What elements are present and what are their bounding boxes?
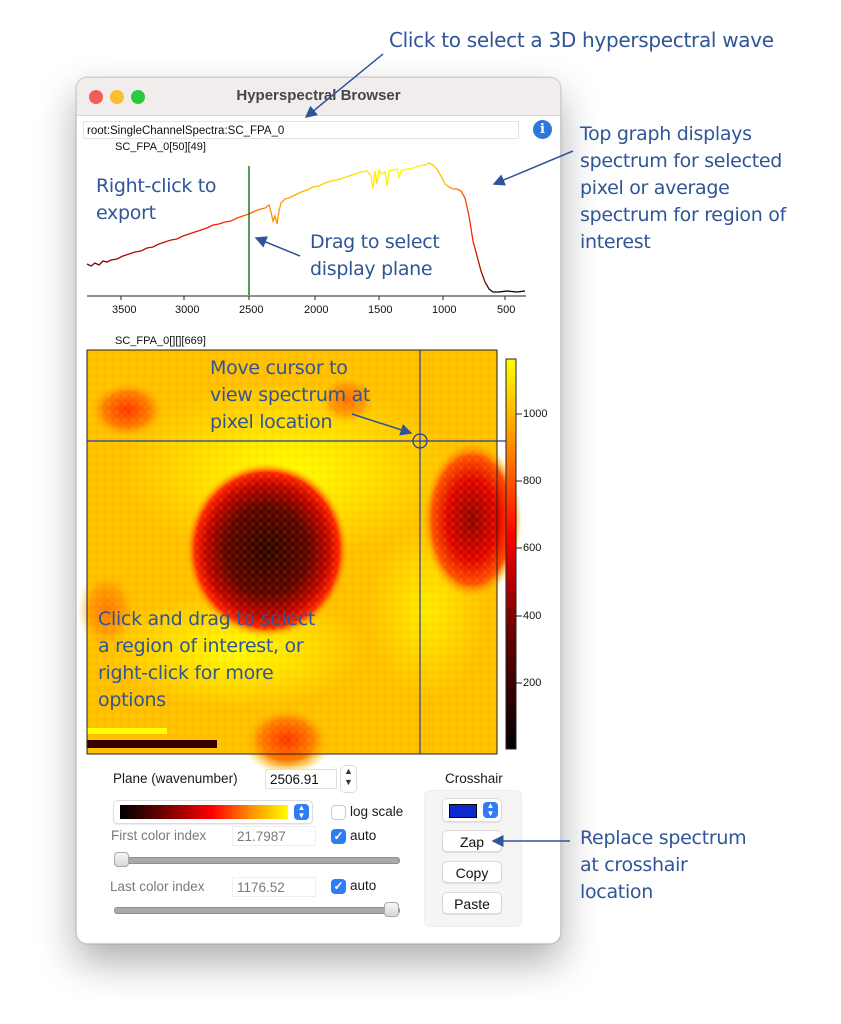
annotation-line: spectrum for region of bbox=[580, 204, 786, 226]
first-color-slider-thumb[interactable] bbox=[114, 852, 129, 867]
plane-stepper[interactable]: ▲ ▼ bbox=[340, 765, 357, 793]
last-color-slider-thumb[interactable] bbox=[384, 902, 399, 917]
annotation-select-wave: Click to select a 3D hyperspectral wave bbox=[389, 28, 774, 52]
annotation-line: a region of interest, or bbox=[98, 635, 304, 657]
minimize-button[interactable] bbox=[110, 90, 124, 104]
colortable-popup[interactable]: ▲ ▼ bbox=[113, 800, 313, 824]
image-plot[interactable] bbox=[77, 349, 522, 775]
colorbar-tick: 600 bbox=[523, 542, 542, 554]
spectrum-graph[interactable] bbox=[77, 156, 560, 326]
colorbar-tick: 1000 bbox=[523, 408, 548, 420]
popup-arrows-icon: ▲ ▼ bbox=[294, 804, 309, 820]
annotation-line: pixel location bbox=[210, 411, 333, 433]
colorbar bbox=[505, 358, 522, 750]
colorbar-tick: 400 bbox=[523, 610, 542, 622]
annotation-line: at crosshair bbox=[580, 854, 688, 876]
x-tick: 3000 bbox=[175, 304, 200, 316]
info-icon[interactable]: i bbox=[533, 120, 552, 139]
annotation-line: Move cursor to bbox=[210, 357, 348, 379]
colorbar-tick: 200 bbox=[523, 677, 542, 689]
annotation-line: Click and drag to select bbox=[98, 608, 316, 630]
spectrum-graph-label: SC_FPA_0[50][49] bbox=[115, 141, 206, 153]
annotation-line: location bbox=[580, 881, 653, 903]
first-color-input[interactable]: 21.7987 bbox=[232, 826, 316, 846]
paste-button[interactable]: Paste bbox=[442, 892, 502, 914]
crosshair-title: Crosshair bbox=[445, 771, 503, 786]
wave-selector[interactable]: root:SingleChannelSpectra:SC_FPA_0 bbox=[83, 121, 519, 139]
x-tick: 3500 bbox=[112, 304, 137, 316]
x-tick: 2000 bbox=[304, 304, 329, 316]
last-auto-label: auto bbox=[350, 878, 377, 893]
window-title: Hyperspectral Browser bbox=[236, 87, 401, 104]
popup-arrows-icon: ▲ ▼ bbox=[483, 802, 498, 818]
first-auto-label: auto bbox=[350, 828, 377, 843]
plane-label: Plane (wavenumber) bbox=[113, 771, 238, 786]
annotation-roi: Click and drag to select a region of int… bbox=[98, 606, 315, 714]
x-tick: 1000 bbox=[432, 304, 457, 316]
annotation-zap: Replace spectrum at crosshair location bbox=[580, 825, 747, 906]
annotation-line: export bbox=[96, 202, 156, 224]
annotation-drag-plane: Drag to select display plane bbox=[310, 229, 440, 283]
crosshair-color-swatch bbox=[449, 804, 477, 818]
first-color-label: First color index bbox=[111, 828, 207, 843]
plane-input[interactable]: 2506.91 bbox=[265, 769, 337, 789]
hyperspectral-browser-window: Hyperspectral Browser root:SingleChannel… bbox=[76, 77, 561, 944]
annotation-line: options bbox=[98, 689, 166, 711]
colortable-swatch bbox=[120, 805, 288, 819]
log-scale-checkbox[interactable] bbox=[331, 805, 346, 820]
annotation-top-graph: Top graph displays spectrum for selected… bbox=[580, 121, 786, 256]
annotation-line: Right-click to bbox=[96, 175, 217, 197]
copy-button[interactable]: Copy bbox=[442, 861, 502, 883]
last-color-label: Last color index bbox=[110, 879, 205, 894]
annotation-line: Replace spectrum bbox=[580, 827, 747, 849]
annotation-line: pixel or average bbox=[580, 177, 730, 199]
annotation-line: view spectrum at bbox=[210, 384, 371, 406]
annotation-line: right-click for more bbox=[98, 662, 274, 684]
annotation-export: Right-click to export bbox=[96, 173, 217, 227]
log-scale-label: log scale bbox=[350, 804, 404, 819]
close-button[interactable] bbox=[89, 90, 103, 104]
annotation-line: spectrum for selected bbox=[580, 150, 783, 172]
crosshair-color-popup[interactable]: ▲ ▼ bbox=[442, 798, 502, 822]
crosshair-circle[interactable] bbox=[412, 433, 428, 449]
x-tick: 2500 bbox=[239, 304, 264, 316]
zoom-button[interactable] bbox=[131, 90, 145, 104]
first-auto-checkbox[interactable]: ✓ bbox=[331, 829, 346, 844]
annotation-move-cursor: Move cursor to view spectrum at pixel lo… bbox=[210, 355, 370, 436]
zap-button[interactable]: Zap bbox=[442, 830, 502, 852]
x-tick: 500 bbox=[497, 304, 516, 316]
colorbar-tick: 800 bbox=[523, 475, 542, 487]
last-color-slider[interactable] bbox=[114, 907, 400, 914]
x-tick: 1500 bbox=[368, 304, 393, 316]
annotation-line: display plane bbox=[310, 258, 433, 280]
annotation-line: interest bbox=[580, 231, 651, 253]
annotation-line: Drag to select bbox=[310, 231, 440, 253]
title-bar[interactable]: Hyperspectral Browser bbox=[77, 78, 560, 116]
last-auto-checkbox[interactable]: ✓ bbox=[331, 879, 346, 894]
image-graph-label: SC_FPA_0[][][669] bbox=[115, 335, 206, 347]
annotation-line: Top graph displays bbox=[580, 123, 752, 145]
last-color-input[interactable]: 1176.52 bbox=[232, 877, 316, 897]
